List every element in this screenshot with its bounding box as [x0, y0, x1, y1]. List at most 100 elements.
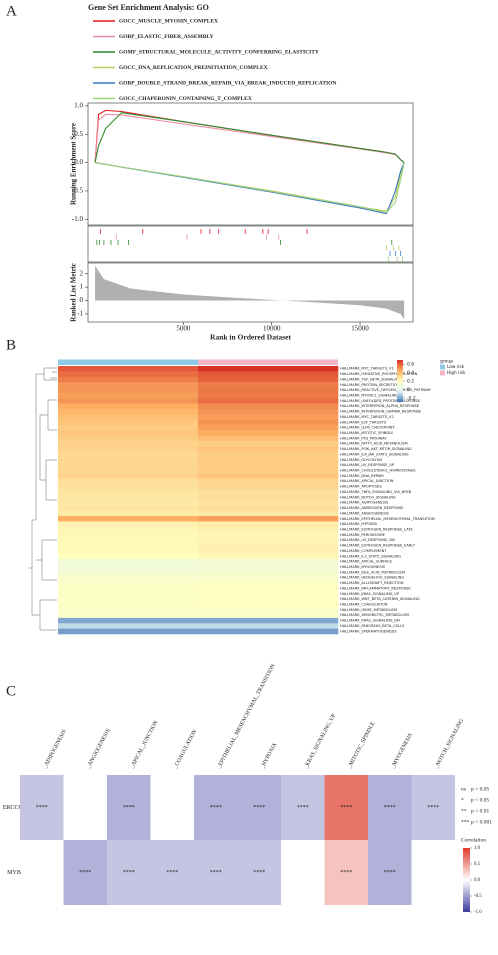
heat-cell — [198, 435, 339, 442]
corr-cell — [411, 775, 455, 840]
legend-label: High risk — [447, 370, 466, 375]
metric-area — [95, 265, 405, 320]
heat-cell — [198, 441, 339, 447]
heat-cell — [58, 617, 199, 624]
heat-cell — [58, 569, 199, 576]
group-bar — [58, 359, 198, 365]
row-label: HALLMARK_REACTIVE_OXYGEN_SPECIES_PATHWAY — [340, 388, 432, 392]
heat-cell — [198, 607, 339, 613]
row-label: HALLMARK_ESTROGEN_RESPONSE_LATE — [340, 527, 414, 531]
heat-cell — [58, 494, 199, 501]
colorbar-label: 0.0 — [474, 878, 481, 883]
heat-cell — [58, 414, 199, 420]
heat-cell — [58, 451, 199, 458]
row-label: HALLMARK_TNFA_SIGNALING_VIA_NFKB — [340, 490, 412, 494]
heat-cell — [198, 521, 339, 528]
row-label: HALLMARK_WNT_BETA_CATENIN_SIGNALING — [340, 597, 420, 601]
corr-cell — [194, 775, 238, 840]
heat-cell — [198, 553, 339, 560]
colorbar-label: -1.0 — [474, 910, 482, 915]
colorbar-label: -0.5 — [474, 894, 482, 899]
row-label: HALLMARK_MYOGENESIS — [340, 565, 386, 569]
row-label: HALLMARK_INFLAMMATORY_RESPONSE — [340, 586, 411, 590]
heat-cell — [198, 408, 339, 415]
y-tick-label: 1.0 — [74, 101, 83, 109]
es-line — [94, 162, 405, 214]
heat-cell — [198, 398, 339, 404]
heat-cell — [198, 537, 339, 544]
y-tick-label: 0 — [80, 296, 84, 304]
row-label: HALLMARK_COAGULATION — [340, 603, 388, 607]
colorbar-label: 1.0 — [474, 846, 481, 851]
corr-cell — [237, 840, 281, 905]
heat-cell — [198, 612, 339, 619]
row-label: HALLMARK_NOTCH_SIGNALING — [340, 495, 396, 499]
row-label: HALLMARK_PI3K_AKT_MTOR_SIGNALING — [340, 447, 412, 451]
sig-legend-symbol: *** — [461, 819, 470, 825]
column-label: _NOTCH_SIGNALING — [433, 718, 465, 771]
colorbar-label: 0.4 — [407, 370, 414, 376]
heat-cell — [198, 457, 339, 463]
row-label: HALLMARK_MITOTIC_SPINDLE — [340, 431, 394, 435]
legend-label: GOBP_DOUBLE_STRAND_BREAK_REPAIR_VIA_BREA… — [119, 80, 336, 86]
heat-cell — [198, 500, 339, 506]
heat-cell — [58, 612, 199, 619]
significance-label: **** — [253, 805, 265, 811]
heat-cell — [58, 505, 199, 512]
row-label: HALLMARK_G2M_CHECKPOINT — [340, 426, 395, 430]
row-label: HALLMARK_ANDROGEN_RESPONSE — [340, 506, 404, 510]
colorbar-label: 0.5 — [474, 862, 481, 867]
y-tick-label: -0.5 — [72, 187, 84, 195]
row-label: HALLMARK_APICAL_JUNCTION — [340, 479, 394, 483]
significance-label: **** — [297, 805, 309, 811]
row-label: HALLMARK_HEDGEHOG_SIGNALING — [340, 576, 404, 580]
heat-cell — [58, 548, 199, 554]
dendrogram — [28, 367, 57, 631]
heat-cell — [198, 494, 339, 501]
y-axis-title: Running Enrichment Score — [70, 123, 78, 205]
heat-cell — [58, 398, 199, 404]
heat-cell — [198, 382, 339, 388]
corr-cell — [107, 840, 151, 905]
row-label: HALLMARK_TGF_BETA_SIGNALING — [340, 377, 401, 381]
row-label: HALLMARK_CHOLESTEROL_HOMEOSTASIS — [340, 469, 416, 473]
x-tick-label: 10000 — [263, 325, 281, 333]
row-label: HALLMARK_BILE_ACID_METABOLISM — [340, 570, 405, 574]
heat-cell — [198, 585, 339, 592]
heat-cell — [58, 575, 199, 581]
y-tick-label: 0.5 — [74, 130, 83, 138]
row-label: HALLMARK_ADIPOGENESIS — [340, 501, 389, 505]
heat-cell — [198, 419, 339, 426]
significance-label: **** — [253, 870, 265, 876]
row-label: HALLMARK_DNA_REPAIR — [340, 474, 384, 478]
heat-cell — [198, 510, 339, 517]
sig-legend-text: p < 0.001 — [471, 819, 492, 825]
legend-label: Low risk — [447, 364, 465, 369]
column-label: _MITOTIC_SPINDLE — [346, 720, 376, 770]
row-label: HALLMARK_MTORC1_SIGNALING — [340, 393, 398, 397]
heat-cell — [198, 580, 339, 587]
row-label: HALLMARK_PANCREAS_BETA_CELLS — [340, 624, 405, 628]
row-label: HALLMARK_INTERFERON_ALPHA_RESPONSE — [340, 404, 420, 408]
significance-label: **** — [384, 870, 396, 876]
significance-label: **** — [36, 805, 48, 811]
heat-cell — [58, 462, 199, 469]
heat-cell — [198, 376, 339, 383]
heat-cell — [198, 446, 339, 453]
row-label: HALLMARK_UV_RESPONSE_DN — [340, 538, 395, 542]
row-label: HALLMARK_ANGIOGENESIS — [340, 511, 390, 515]
heat-cell — [198, 366, 339, 372]
column-label: _KRAS_SIGNALING_UP — [303, 713, 337, 770]
x-tick-label: 5000 — [176, 325, 191, 333]
legend-label: GOMF_STRUCTURAL_MOLECULE_ACTIVITY_CONFER… — [119, 49, 319, 55]
corr-cell — [368, 840, 412, 905]
colorbar-title: Correlation — [461, 837, 486, 843]
heat-cell — [58, 500, 199, 506]
row-label: HALLMARK_KRAS_SIGNALING_UP — [340, 592, 400, 596]
heat-cell — [198, 467, 339, 474]
metric-frame — [87, 262, 414, 323]
panel-label: B — [6, 337, 16, 353]
heat-cell — [58, 392, 199, 399]
y-axis-title: Ranked List Metric — [70, 263, 78, 322]
